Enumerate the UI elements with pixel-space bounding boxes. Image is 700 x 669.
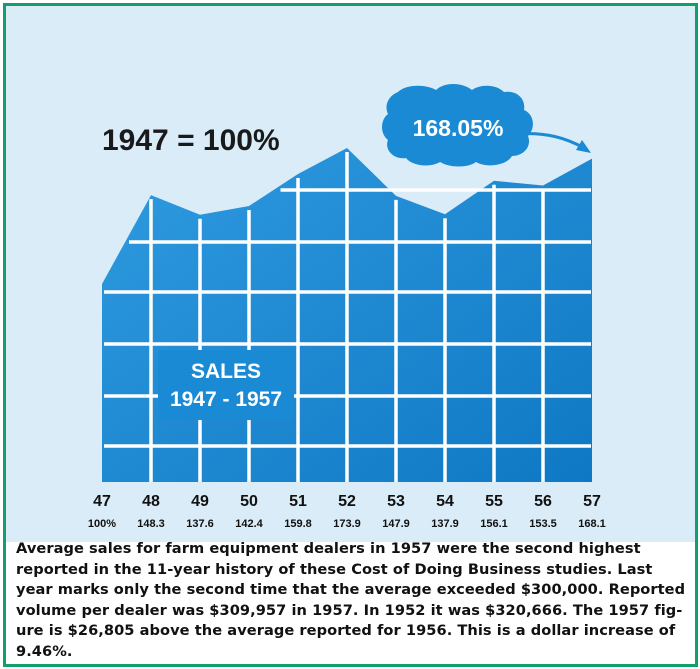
- callout-value: 168.05%: [413, 115, 504, 141]
- chart-title-line-1: SALES: [191, 360, 261, 383]
- x-tick-label: 51: [289, 493, 307, 510]
- chart-title-line-2: 1947 - 1957: [170, 388, 282, 411]
- x-tick-label: 48: [142, 493, 160, 510]
- caption-line: volume per dealer was $309,957 in 1957. …: [16, 601, 683, 619]
- value-label: 156.1: [480, 518, 508, 530]
- x-axis-labels: 47 48 49 50 51 52 53 54 55 56 57: [93, 493, 601, 510]
- value-label: 137.6: [186, 518, 214, 530]
- x-tick-label: 47: [93, 493, 111, 510]
- value-label: 147.9: [382, 518, 410, 530]
- value-label: 153.5: [529, 518, 557, 530]
- value-label: 148.3: [137, 518, 165, 530]
- x-tick-label: 53: [387, 493, 405, 510]
- callout-arrowhead: [576, 140, 591, 153]
- x-tick-label: 55: [485, 493, 503, 510]
- value-label: 173.9: [333, 518, 361, 530]
- x-tick-label: 49: [191, 493, 209, 510]
- x-tick-label: 50: [240, 493, 258, 510]
- caption: Average sales for farm equipment dealers…: [16, 539, 692, 662]
- x-tick-label: 52: [338, 493, 356, 510]
- title-box-background: [158, 350, 294, 420]
- value-label: 100%: [88, 518, 116, 530]
- x-tick-label: 57: [583, 493, 601, 510]
- chart-title-box: SALES 1947 - 1957: [158, 350, 294, 420]
- callout-cloud: [382, 84, 533, 167]
- value-label: 137.9: [431, 518, 459, 530]
- figure-frame: SALES 1947 - 1957 1947 = 100% 168.05% 47…: [3, 3, 698, 667]
- caption-line: 9.46%.: [16, 642, 73, 660]
- value-label: 168.1: [578, 518, 606, 530]
- chart-grid: [104, 152, 591, 482]
- caption-line: reported in the 11-year history of these…: [16, 560, 653, 578]
- x-tick-label: 56: [534, 493, 552, 510]
- value-label: 142.4: [235, 518, 263, 530]
- caption-line: ure is $26,805 above the average reporte…: [16, 622, 676, 639]
- x-tick-label: 54: [436, 493, 454, 510]
- caption-line: Average sales for farm equipment dealers…: [16, 540, 641, 557]
- sales-area-chart: SALES 1947 - 1957 1947 = 100% 168.05% 47…: [88, 84, 606, 530]
- value-labels: 100% 148.3 137.6 142.4 159.8 173.9 147.9 137.9 1…: [88, 518, 606, 530]
- callout: 168.05%: [382, 84, 591, 167]
- value-label: 159.8: [284, 518, 312, 530]
- caption-line: year marks only the second time that the…: [16, 581, 686, 598]
- baseline-heading: 1947 = 100%: [102, 124, 280, 157]
